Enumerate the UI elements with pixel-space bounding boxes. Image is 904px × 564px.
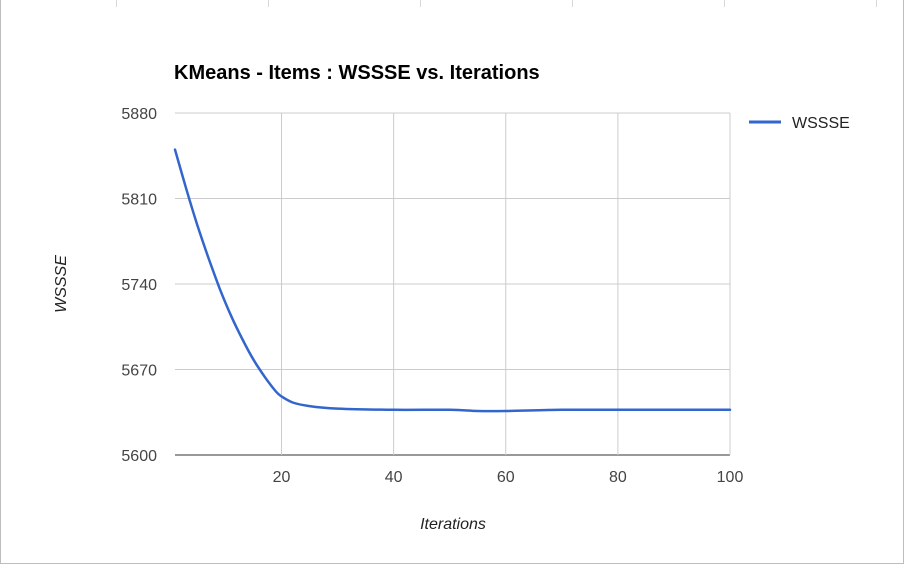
legend-label: WSSSE [792,115,850,132]
y-tick-label: 5810 [121,192,157,209]
y-tick-label: 5880 [121,106,157,123]
x-tick-label: 40 [385,469,403,486]
y-axis-title: WSSSE [53,255,70,313]
x-tick-label: 20 [273,469,291,486]
y-axis-ticks: 5600 5670 5740 5810 5880 [121,106,157,465]
y-tick-label: 5740 [121,277,157,294]
top-grid-line [724,0,725,7]
top-grid-line [268,0,269,7]
top-grid-line [116,0,117,7]
series-layer [173,148,732,413]
top-grid-line [876,0,877,7]
series-line-wssse [173,148,732,413]
x-tick-label: 80 [609,469,627,486]
y-tick-label: 5670 [121,363,157,380]
y-tick-label: 5600 [121,448,157,465]
x-axis-title: Iterations [420,516,486,533]
x-tick-label: 100 [717,469,744,486]
legend: WSSSE [749,115,850,132]
top-grid-line [420,0,421,7]
x-tick-label: 60 [497,469,515,486]
top-grid-line [572,0,573,7]
chart-title: KMeans - Items : WSSSE vs. Iterations [174,62,540,84]
x-axis-ticks: 20 40 60 80 100 [273,469,744,486]
gridlines [175,112,731,456]
